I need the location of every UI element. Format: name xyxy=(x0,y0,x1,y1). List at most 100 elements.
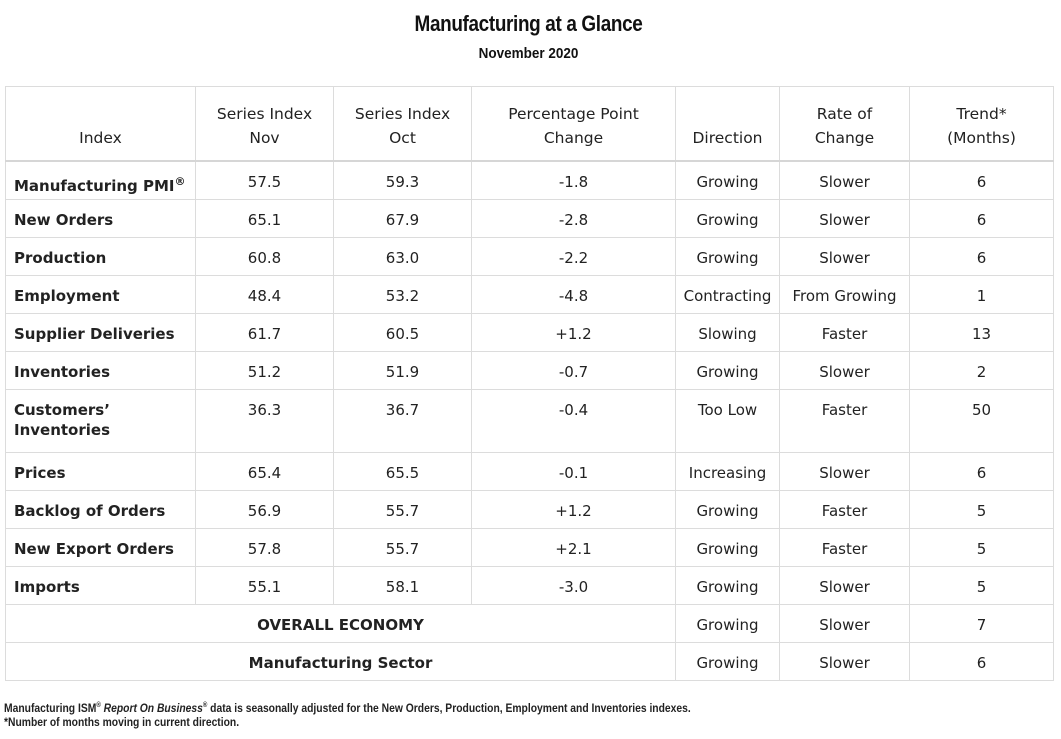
row-change: -0.7 xyxy=(471,350,676,390)
row-index: Backlog of Orders xyxy=(5,489,196,529)
row-index: Imports xyxy=(5,565,196,605)
row-rate: Faster xyxy=(779,312,910,352)
row-direction: Slowing xyxy=(675,312,780,352)
row-oct: 63.0 xyxy=(333,236,472,276)
row-rate: Faster xyxy=(779,388,910,453)
footnote-seasonal: Manufacturing ISM® Report On Business® d… xyxy=(4,701,691,715)
table-row: Employment 48.4 53.2 -4.8 Contracting Fr… xyxy=(5,274,1054,314)
row-direction: Growing xyxy=(675,198,780,238)
row-direction: Growing xyxy=(675,603,780,643)
row-rate: Slower xyxy=(779,350,910,390)
row-nov: 65.4 xyxy=(195,451,334,491)
footnotes: Manufacturing ISM® Report On Business® d… xyxy=(4,699,691,729)
row-rate: Slower xyxy=(779,160,910,200)
row-trend: 6 xyxy=(909,236,1054,276)
row-oct: 36.7 xyxy=(333,388,472,453)
table-row: Inventories 51.2 51.9 -0.7 Growing Slowe… xyxy=(5,350,1054,390)
row-change: -0.1 xyxy=(471,451,676,491)
row-index: Inventories xyxy=(5,350,196,390)
row-direction: Growing xyxy=(675,236,780,276)
row-index: Employment xyxy=(5,274,196,314)
table-row: Production 60.8 63.0 -2.2 Growing Slower… xyxy=(5,236,1054,276)
row-nov: 36.3 xyxy=(195,388,334,453)
header-series-nov: Series Index Nov xyxy=(195,86,334,162)
row-change: +2.1 xyxy=(471,527,676,567)
row-trend: 13 xyxy=(909,312,1054,352)
chart-title: Manufacturing at a Glance xyxy=(414,11,643,36)
row-rate: Faster xyxy=(779,527,910,567)
summary-row: Manufacturing Sector Growing Slower 6 xyxy=(5,641,1054,681)
row-direction: Growing xyxy=(675,565,780,605)
row-index: Supplier Deliveries xyxy=(5,312,196,352)
row-index: Prices xyxy=(5,451,196,491)
header-rate: Rate of Change xyxy=(779,86,910,162)
row-trend: 7 xyxy=(909,603,1054,643)
header-row: Index Series Index Nov Series Index Oct Pe… xyxy=(5,86,1054,162)
row-nov: 51.2 xyxy=(195,350,334,390)
row-nov: 61.7 xyxy=(195,312,334,352)
table-row: Customers’ Inventories 36.3 36.7 -0.4 Too… xyxy=(5,388,1054,453)
header-index: Index xyxy=(5,86,196,162)
row-change: -4.8 xyxy=(471,274,676,314)
row-rate: Slower xyxy=(779,565,910,605)
summary-label: OVERALL ECONOMY xyxy=(5,603,676,643)
row-change: -3.0 xyxy=(471,565,676,605)
row-nov: 65.1 xyxy=(195,198,334,238)
row-rate: From Growing xyxy=(779,274,910,314)
row-rate: Faster xyxy=(779,489,910,529)
row-direction: Increasing xyxy=(675,451,780,491)
row-change: -2.8 xyxy=(471,198,676,238)
row-change: -1.8 xyxy=(471,160,676,200)
row-direction: Growing xyxy=(675,527,780,567)
row-rate: Slower xyxy=(779,603,910,643)
summary-row: OVERALL ECONOMY Growing Slower 7 xyxy=(5,603,1054,643)
row-direction: Growing xyxy=(675,641,780,681)
row-index: Customers’ Inventories xyxy=(5,388,196,453)
row-oct: 58.1 xyxy=(333,565,472,605)
row-trend: 6 xyxy=(909,198,1054,238)
table-row: Manufacturing PMI® 57.5 59.3 -1.8 Growin… xyxy=(5,160,1054,200)
row-rate: Slower xyxy=(779,236,910,276)
row-oct: 59.3 xyxy=(333,160,472,200)
row-trend: 5 xyxy=(909,527,1054,567)
row-oct: 67.9 xyxy=(333,198,472,238)
table-row: New Orders 65.1 67.9 -2.8 Growing Slower… xyxy=(5,198,1054,238)
table-row: Imports 55.1 58.1 -3.0 Growing Slower 5 xyxy=(5,565,1054,605)
row-rate: Slower xyxy=(779,641,910,681)
row-index: New Export Orders xyxy=(5,527,196,567)
row-direction: Contracting xyxy=(675,274,780,314)
summary-label: Manufacturing Sector xyxy=(5,641,676,681)
row-nov: 57.8 xyxy=(195,527,334,567)
table-row: Backlog of Orders 56.9 55.7 +1.2 Growing… xyxy=(5,489,1054,529)
row-direction: Growing xyxy=(675,489,780,529)
row-index: Production xyxy=(5,236,196,276)
row-trend: 6 xyxy=(909,641,1054,681)
row-index: New Orders xyxy=(5,198,196,238)
row-change: +1.2 xyxy=(471,489,676,529)
row-trend: 5 xyxy=(909,565,1054,605)
chart-subtitle: November 2020 xyxy=(478,45,579,62)
row-trend: 50 xyxy=(909,388,1054,453)
row-change: +1.2 xyxy=(471,312,676,352)
row-oct: 51.9 xyxy=(333,350,472,390)
table-row: New Export Orders 57.8 55.7 +2.1 Growing… xyxy=(5,527,1054,567)
row-trend: 6 xyxy=(909,160,1054,200)
header-change: Percentage Point Change xyxy=(471,86,676,162)
row-trend: 2 xyxy=(909,350,1054,390)
row-rate: Slower xyxy=(779,451,910,491)
row-nov: 57.5 xyxy=(195,160,334,200)
row-change: -0.4 xyxy=(471,388,676,453)
row-change: -2.2 xyxy=(471,236,676,276)
glance-table: Index Series Index Nov Series Index Oct Pe… xyxy=(5,86,1054,681)
row-oct: 55.7 xyxy=(333,527,472,567)
table-row: Prices 65.4 65.5 -0.1 Increasing Slower … xyxy=(5,451,1054,491)
row-rate: Slower xyxy=(779,198,910,238)
row-direction: Too Low xyxy=(675,388,780,453)
row-trend: 6 xyxy=(909,451,1054,491)
header-trend: Trend* (Months) xyxy=(909,86,1054,162)
row-nov: 60.8 xyxy=(195,236,334,276)
footnote-trend: *Number of months moving in current dire… xyxy=(4,715,240,729)
row-oct: 53.2 xyxy=(333,274,472,314)
row-nov: 56.9 xyxy=(195,489,334,529)
header-direction: Direction xyxy=(675,86,780,162)
